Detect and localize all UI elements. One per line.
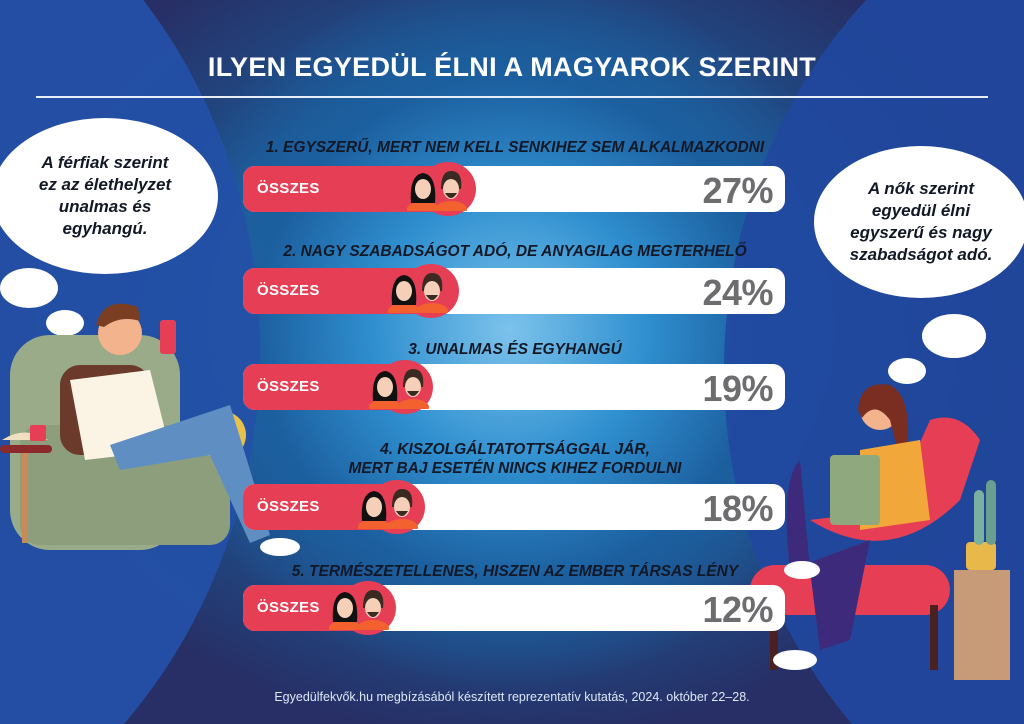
source-footnote: Egyedülfekvők.hu megbízásából készített … xyxy=(274,690,750,704)
bubble-line: ez az élethelyzet xyxy=(38,175,172,194)
percent-value: 27% xyxy=(702,170,773,211)
category-label: ÖSSZES xyxy=(257,180,320,197)
percent-value: 19% xyxy=(702,368,773,409)
page-title: ILYEN EGYEDÜL ÉLNI A MAGYAROK SZERINT xyxy=(207,52,817,82)
thought-dot xyxy=(0,268,58,308)
result-row-5: ÖSSZES 12% xyxy=(243,581,785,635)
title-divider xyxy=(36,96,988,98)
percent-value: 24% xyxy=(702,272,773,313)
bubble-line: unalmas és xyxy=(58,197,152,216)
category-label: ÖSSZES xyxy=(257,282,320,299)
category-label: ÖSSZES xyxy=(257,498,320,515)
bubble-line: egyedül élni xyxy=(871,201,971,220)
bubble-line: szabadságot adó. xyxy=(849,245,993,264)
women-men-people-icon xyxy=(407,171,467,211)
women-men-people-icon xyxy=(329,590,389,630)
result-row-4: ÖSSZES 18% xyxy=(243,480,785,534)
result-row-1: ÖSSZES 27% xyxy=(243,162,785,216)
women-men-people-icon xyxy=(369,369,429,409)
bubble-line: A férfiak szerint xyxy=(41,153,169,172)
bubble-line: egyszerű és nagy xyxy=(850,223,992,242)
question-line: 4. KISZOLGÁLTATOTTSÁGGAL JÁR, xyxy=(380,441,650,458)
percent-value: 12% xyxy=(702,589,773,630)
result-row-2: ÖSSZES 24% xyxy=(243,264,785,318)
category-label: ÖSSZES xyxy=(257,378,320,395)
question-label-4: 4. KISZOLGÁLTATOTTSÁGGAL JÁR, MERT BAJ E… xyxy=(240,440,790,478)
man-on-armchair-illustration xyxy=(0,303,300,556)
speech-bubble-men: A férfiak szerint ez az élethelyzet unal… xyxy=(0,118,218,274)
women-men-people-icon xyxy=(388,273,448,313)
women-men-people-icon xyxy=(358,489,418,529)
question-label-3: 3. UNALMAS ÉS EGYHANGÚ xyxy=(408,341,622,358)
question-line: MERT BAJ ESETÉN NINCS KIHEZ FORDULNI xyxy=(348,460,682,477)
bubble-line: A nők szerint xyxy=(867,179,975,198)
question-label-1: 1. EGYSZERŰ, MERT NEM KELL SENKIHEZ SEM … xyxy=(265,139,765,156)
thought-dot xyxy=(888,358,926,384)
result-row-3: ÖSSZES 19% xyxy=(243,360,785,414)
bubble-line: egyhangú. xyxy=(62,219,148,238)
thought-dot xyxy=(46,310,84,336)
category-label: ÖSSZES xyxy=(257,599,320,616)
question-label-5: 5. TERMÉSZETELLENES, HISZEN AZ EMBER TÁR… xyxy=(291,563,739,580)
percent-value: 18% xyxy=(702,488,773,529)
thought-dot xyxy=(922,314,986,358)
woman-reading-illustration xyxy=(750,384,1010,680)
question-label-2: 2. NAGY SZABADSÁGOT ADÓ, DE ANYAGILAG ME… xyxy=(283,243,747,260)
speech-bubble-women: A nők szerint egyedül élni egyszerű és n… xyxy=(814,146,1024,298)
